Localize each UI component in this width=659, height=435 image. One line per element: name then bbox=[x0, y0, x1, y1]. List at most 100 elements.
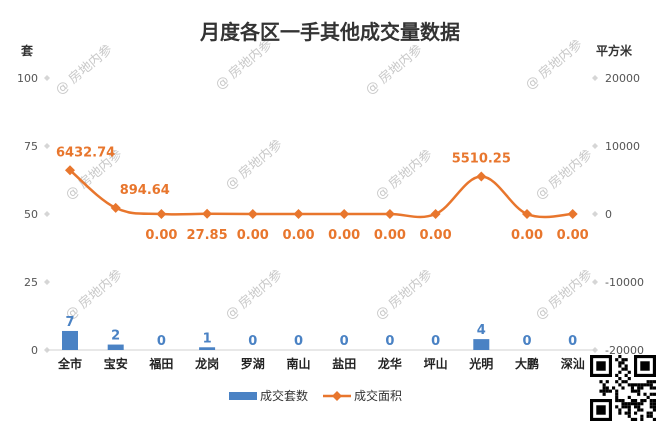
category-label: 盐田 bbox=[332, 356, 356, 371]
bar-data-label: 0 bbox=[431, 334, 440, 349]
qr-module bbox=[649, 414, 653, 418]
qr-module bbox=[634, 417, 638, 421]
right-axis-tick-label: 0 bbox=[605, 208, 612, 221]
category-label: 南山 bbox=[286, 356, 310, 371]
watermark-text: @ 房地内参 bbox=[532, 146, 595, 203]
right-axis-tick-marker bbox=[592, 211, 598, 217]
watermark-text: @ 房地内参 bbox=[372, 146, 435, 203]
qr-module bbox=[618, 399, 622, 403]
qr-module bbox=[637, 389, 641, 393]
watermark-text: @ 房地内参 bbox=[212, 36, 275, 93]
qr-module bbox=[599, 380, 603, 384]
category-label: 宝安 bbox=[104, 356, 128, 371]
qr-module bbox=[615, 399, 619, 403]
category-label: 光明 bbox=[468, 356, 493, 371]
line-data-label: 0.00 bbox=[557, 228, 589, 243]
qr-module bbox=[618, 411, 622, 415]
right-axis-unit: 平方米 bbox=[596, 43, 633, 58]
category-label: 全市 bbox=[57, 356, 82, 371]
line-data-label: 5510.25 bbox=[452, 152, 511, 167]
qr-module bbox=[646, 411, 650, 415]
qr-module bbox=[627, 405, 631, 409]
bar-data-label: 2 bbox=[111, 329, 120, 344]
qr-module bbox=[624, 405, 628, 409]
qr-module bbox=[615, 380, 619, 384]
qr-module bbox=[621, 405, 625, 409]
watermark-text: @ 房地内参 bbox=[362, 41, 425, 98]
qr-module bbox=[621, 361, 625, 365]
qr-module bbox=[627, 411, 631, 415]
left-axis-tick-label: 75 bbox=[24, 140, 38, 153]
qr-module bbox=[627, 408, 631, 412]
qr-module bbox=[649, 411, 653, 415]
right-axis-tick-marker bbox=[592, 75, 598, 81]
qr-module bbox=[643, 392, 647, 396]
legend-swatch-bar bbox=[229, 392, 257, 400]
qr-module bbox=[621, 367, 625, 371]
bar bbox=[107, 344, 124, 350]
right-axis-tick-label: -20000 bbox=[605, 344, 644, 357]
watermark-text: @ 房地内参 bbox=[52, 41, 115, 98]
qr-module bbox=[649, 405, 653, 409]
qr-module bbox=[640, 402, 644, 406]
qr-module bbox=[618, 383, 622, 387]
qr-module bbox=[649, 392, 653, 396]
qr-module bbox=[640, 414, 644, 418]
line-data-label: 27.85 bbox=[187, 228, 228, 243]
right-axis-ticks: 20000 10000 0 -10000 -20000 bbox=[592, 72, 644, 357]
qr-module bbox=[652, 399, 656, 403]
qr-finder-core bbox=[640, 361, 650, 371]
category-label: 龙华 bbox=[378, 356, 402, 371]
watermark-text: @ 房地内参 bbox=[372, 266, 435, 323]
qr-module bbox=[615, 392, 619, 396]
left-axis-tick-marker bbox=[44, 75, 50, 81]
line-point bbox=[293, 209, 304, 219]
qr-module bbox=[652, 408, 656, 412]
qr-module bbox=[640, 383, 644, 387]
right-axis-tick-label: -10000 bbox=[605, 276, 644, 289]
line-point bbox=[476, 171, 487, 182]
qr-module bbox=[640, 417, 644, 421]
left-axis-tick-label: 0 bbox=[31, 344, 38, 357]
qr-module bbox=[605, 386, 609, 390]
qr-module bbox=[643, 383, 647, 387]
line-point bbox=[110, 202, 121, 213]
qr-code-icon bbox=[590, 355, 656, 421]
qr-module bbox=[652, 405, 656, 409]
qr-module bbox=[652, 380, 656, 384]
qr-module bbox=[621, 402, 625, 406]
bar-data-label: 0 bbox=[385, 334, 394, 349]
right-axis-tick-marker bbox=[592, 143, 598, 149]
qr-module bbox=[602, 392, 606, 396]
watermark-layer: @ 房地内参 @ 房地内参 @ 房地内参 @ 房地内参 @ 房地内参 @ 房地内参 @ 房地… bbox=[52, 36, 595, 323]
qr-module bbox=[630, 402, 634, 406]
qr-module bbox=[624, 367, 628, 371]
watermark-text: @ 房地内参 bbox=[222, 136, 285, 193]
qr-module bbox=[621, 358, 625, 362]
category-label: 福田 bbox=[148, 356, 173, 371]
bar-data-label: 0 bbox=[248, 334, 257, 349]
qr-module bbox=[627, 395, 631, 399]
qr-module bbox=[652, 386, 656, 390]
qr-module bbox=[634, 399, 638, 403]
category-labels: 全市 宝安 福田 龙岗 罗湖 南山 盐田 龙华 坪山 光明 大鹏 深汕 bbox=[57, 356, 585, 371]
left-axis-unit: 套 bbox=[20, 43, 34, 58]
qr-module bbox=[618, 377, 622, 381]
left-axis-tick-label: 100 bbox=[17, 72, 38, 85]
qr-module bbox=[602, 389, 606, 393]
right-axis-tick-label: 20000 bbox=[605, 72, 640, 85]
line-point bbox=[522, 209, 532, 219]
legend-diamond-marker bbox=[332, 391, 342, 401]
bar-data-label: 0 bbox=[522, 334, 531, 349]
line-data-label: 0.00 bbox=[420, 228, 452, 243]
line-data-labels: 6432.74 894.64 0.00 27.85 0.00 0.00 0.00 0.00 0.… bbox=[56, 145, 589, 243]
qr-module bbox=[634, 383, 638, 387]
line-data-label: 0.00 bbox=[328, 228, 360, 243]
bar-data-label: 0 bbox=[340, 334, 349, 349]
left-axis-ticks: 100 75 50 25 0 bbox=[17, 72, 50, 357]
qr-module bbox=[627, 402, 631, 406]
qr-module bbox=[605, 380, 609, 384]
category-label: 龙岗 bbox=[195, 356, 219, 371]
qr-module bbox=[627, 383, 631, 387]
